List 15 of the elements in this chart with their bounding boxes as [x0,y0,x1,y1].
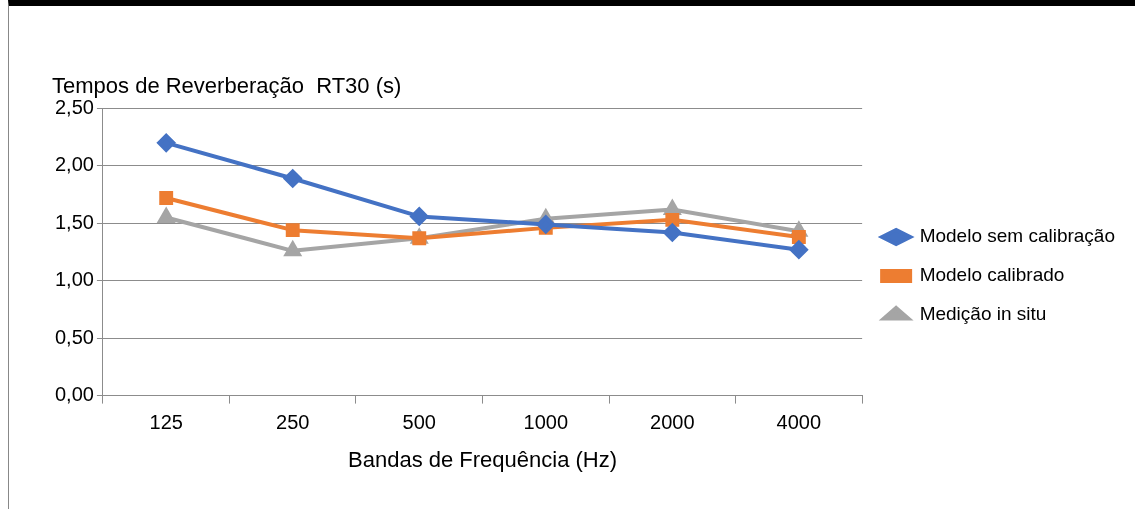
y-tick-label: 0,00 [54,383,94,406]
x-tick-label: 4000 [776,411,822,434]
x-tick-label: 250 [276,411,310,434]
x-tick-label: 2000 [650,411,695,434]
y-tick-label: 1,50 [54,210,94,233]
y-tick-label: 0,50 [54,325,94,348]
legend-label: Modelo calibrado [919,264,1065,286]
x-axis-title: Bandas de Frequência (Hz) [348,446,618,472]
x-tick-label: 1000 [523,411,569,434]
y-tick-label: 1,00 [54,268,94,291]
legend-label: Medição in situ [919,303,1047,325]
y-tick-label: 2,00 [54,153,94,176]
legend-label: Modelo sem calibração [919,225,1115,247]
x-tick-label: 500 [402,411,436,434]
x-tick-label: 125 [149,411,183,434]
